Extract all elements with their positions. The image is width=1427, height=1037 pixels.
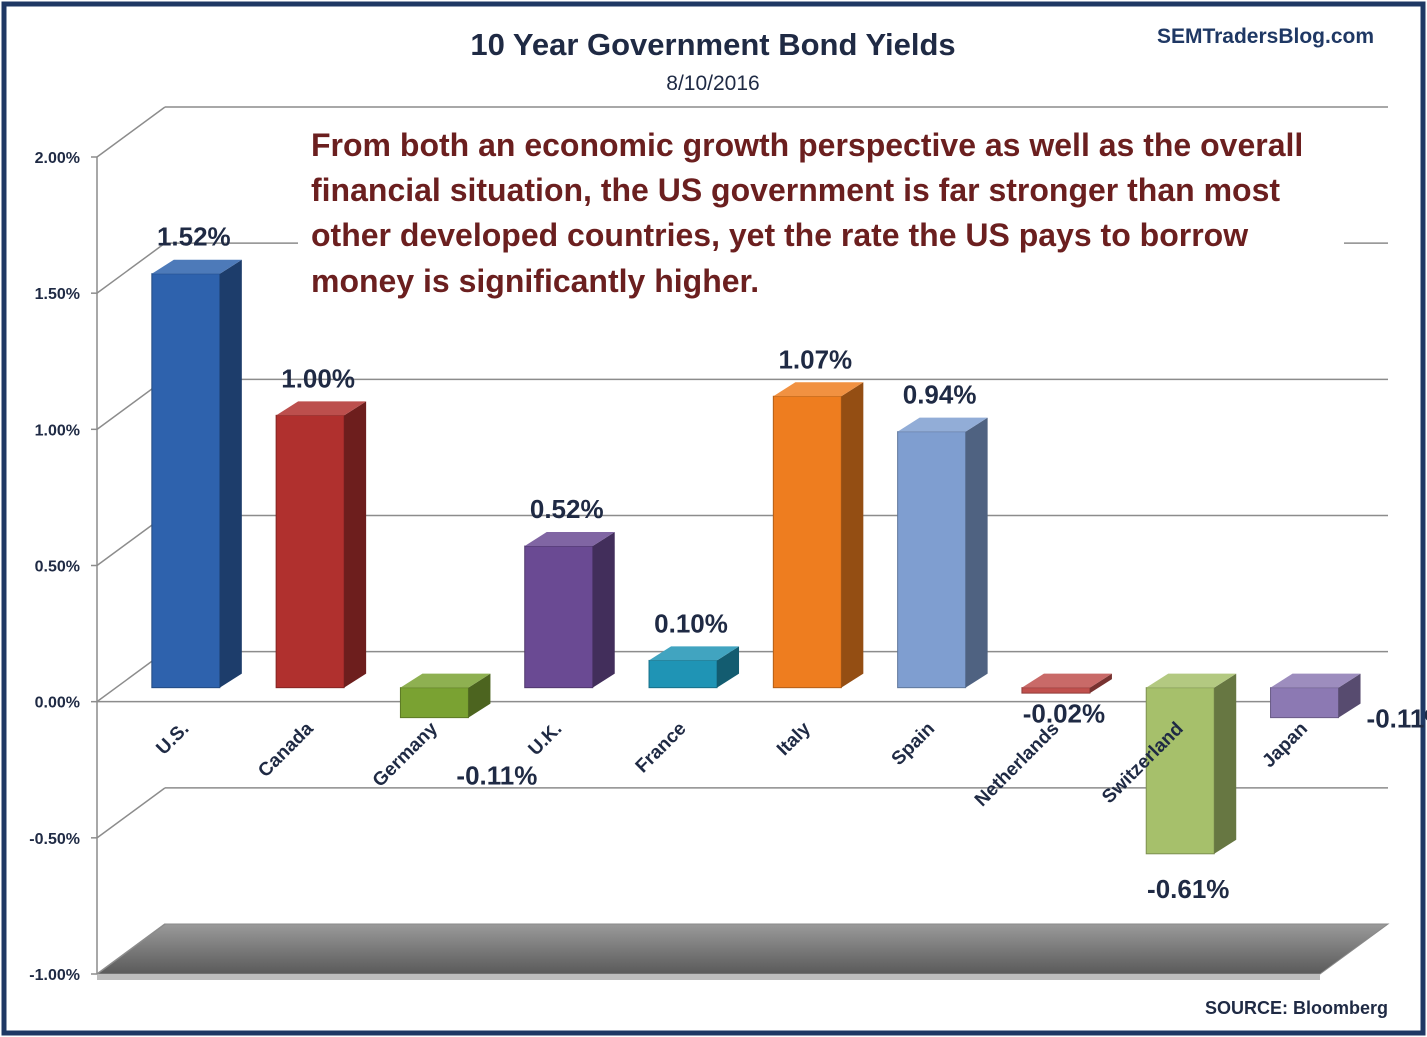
data-label: 1.07% (778, 344, 852, 374)
y-tick-label: -1.00% (29, 967, 80, 984)
bar (525, 532, 615, 688)
bar (1271, 674, 1361, 718)
chart-subtitle: 8/10/2016 (666, 72, 759, 95)
bar-side (593, 532, 615, 688)
bar-side (344, 401, 366, 687)
bar-front (898, 432, 966, 688)
bar-side (1214, 674, 1236, 854)
bar-front (400, 688, 468, 718)
bar (1146, 674, 1236, 854)
data-label: -0.02% (1023, 699, 1105, 729)
bar-side (966, 418, 988, 688)
data-label: 0.10% (654, 608, 728, 638)
bar-side (841, 382, 863, 687)
bar-front (1271, 688, 1339, 718)
data-label: -0.61% (1147, 874, 1229, 904)
bar-front (276, 415, 344, 687)
bar (649, 646, 739, 687)
y-tick-label: -0.50% (29, 831, 80, 848)
annotation-line: From both an economic growth perspective… (311, 127, 1303, 163)
bar-front (773, 396, 841, 687)
data-label: 1.52% (157, 222, 231, 252)
data-label: 0.52% (530, 494, 604, 524)
annotation-line: other developed countries, yet the rate … (311, 217, 1248, 253)
bar (773, 382, 863, 687)
annotation-line: financial situation, the US government i… (311, 172, 1280, 208)
y-tick-label: 0.50% (35, 559, 80, 576)
bar-front (152, 274, 220, 688)
chart-floor (97, 924, 1388, 974)
chart-title: 10 Year Government Bond Yields (470, 27, 955, 62)
bar-front (1146, 688, 1214, 854)
bar-front (525, 546, 593, 688)
y-tick-label: 2.00% (35, 150, 80, 167)
annotation-line: money is significantly higher. (311, 263, 759, 299)
bar-front (649, 660, 717, 687)
bar-front (1022, 688, 1090, 693)
bar (152, 260, 242, 688)
source-text: SOURCE: Bloomberg (1205, 998, 1388, 1018)
data-label: -0.11% (456, 761, 537, 791)
y-tick-label: 1.00% (35, 422, 80, 439)
y-tick-label: 1.50% (35, 286, 80, 303)
chart-floor-edge (97, 974, 1320, 980)
bar (898, 418, 988, 688)
y-tick-label: 0.00% (35, 695, 80, 712)
data-label: 1.00% (281, 363, 355, 393)
data-label: -0.11% (1367, 704, 1427, 734)
bar (400, 674, 490, 718)
data-label: 0.94% (903, 380, 977, 410)
bar-side (220, 260, 242, 688)
bar (276, 401, 366, 687)
watermark-text: SEMTradersBlog.com (1157, 25, 1374, 48)
